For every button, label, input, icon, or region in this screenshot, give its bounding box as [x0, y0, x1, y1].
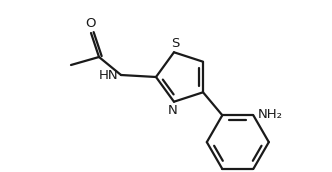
Text: O: O: [85, 17, 95, 30]
Text: N: N: [168, 104, 178, 117]
Text: HN: HN: [98, 68, 118, 82]
Text: S: S: [171, 37, 179, 50]
Text: NH₂: NH₂: [257, 108, 282, 121]
